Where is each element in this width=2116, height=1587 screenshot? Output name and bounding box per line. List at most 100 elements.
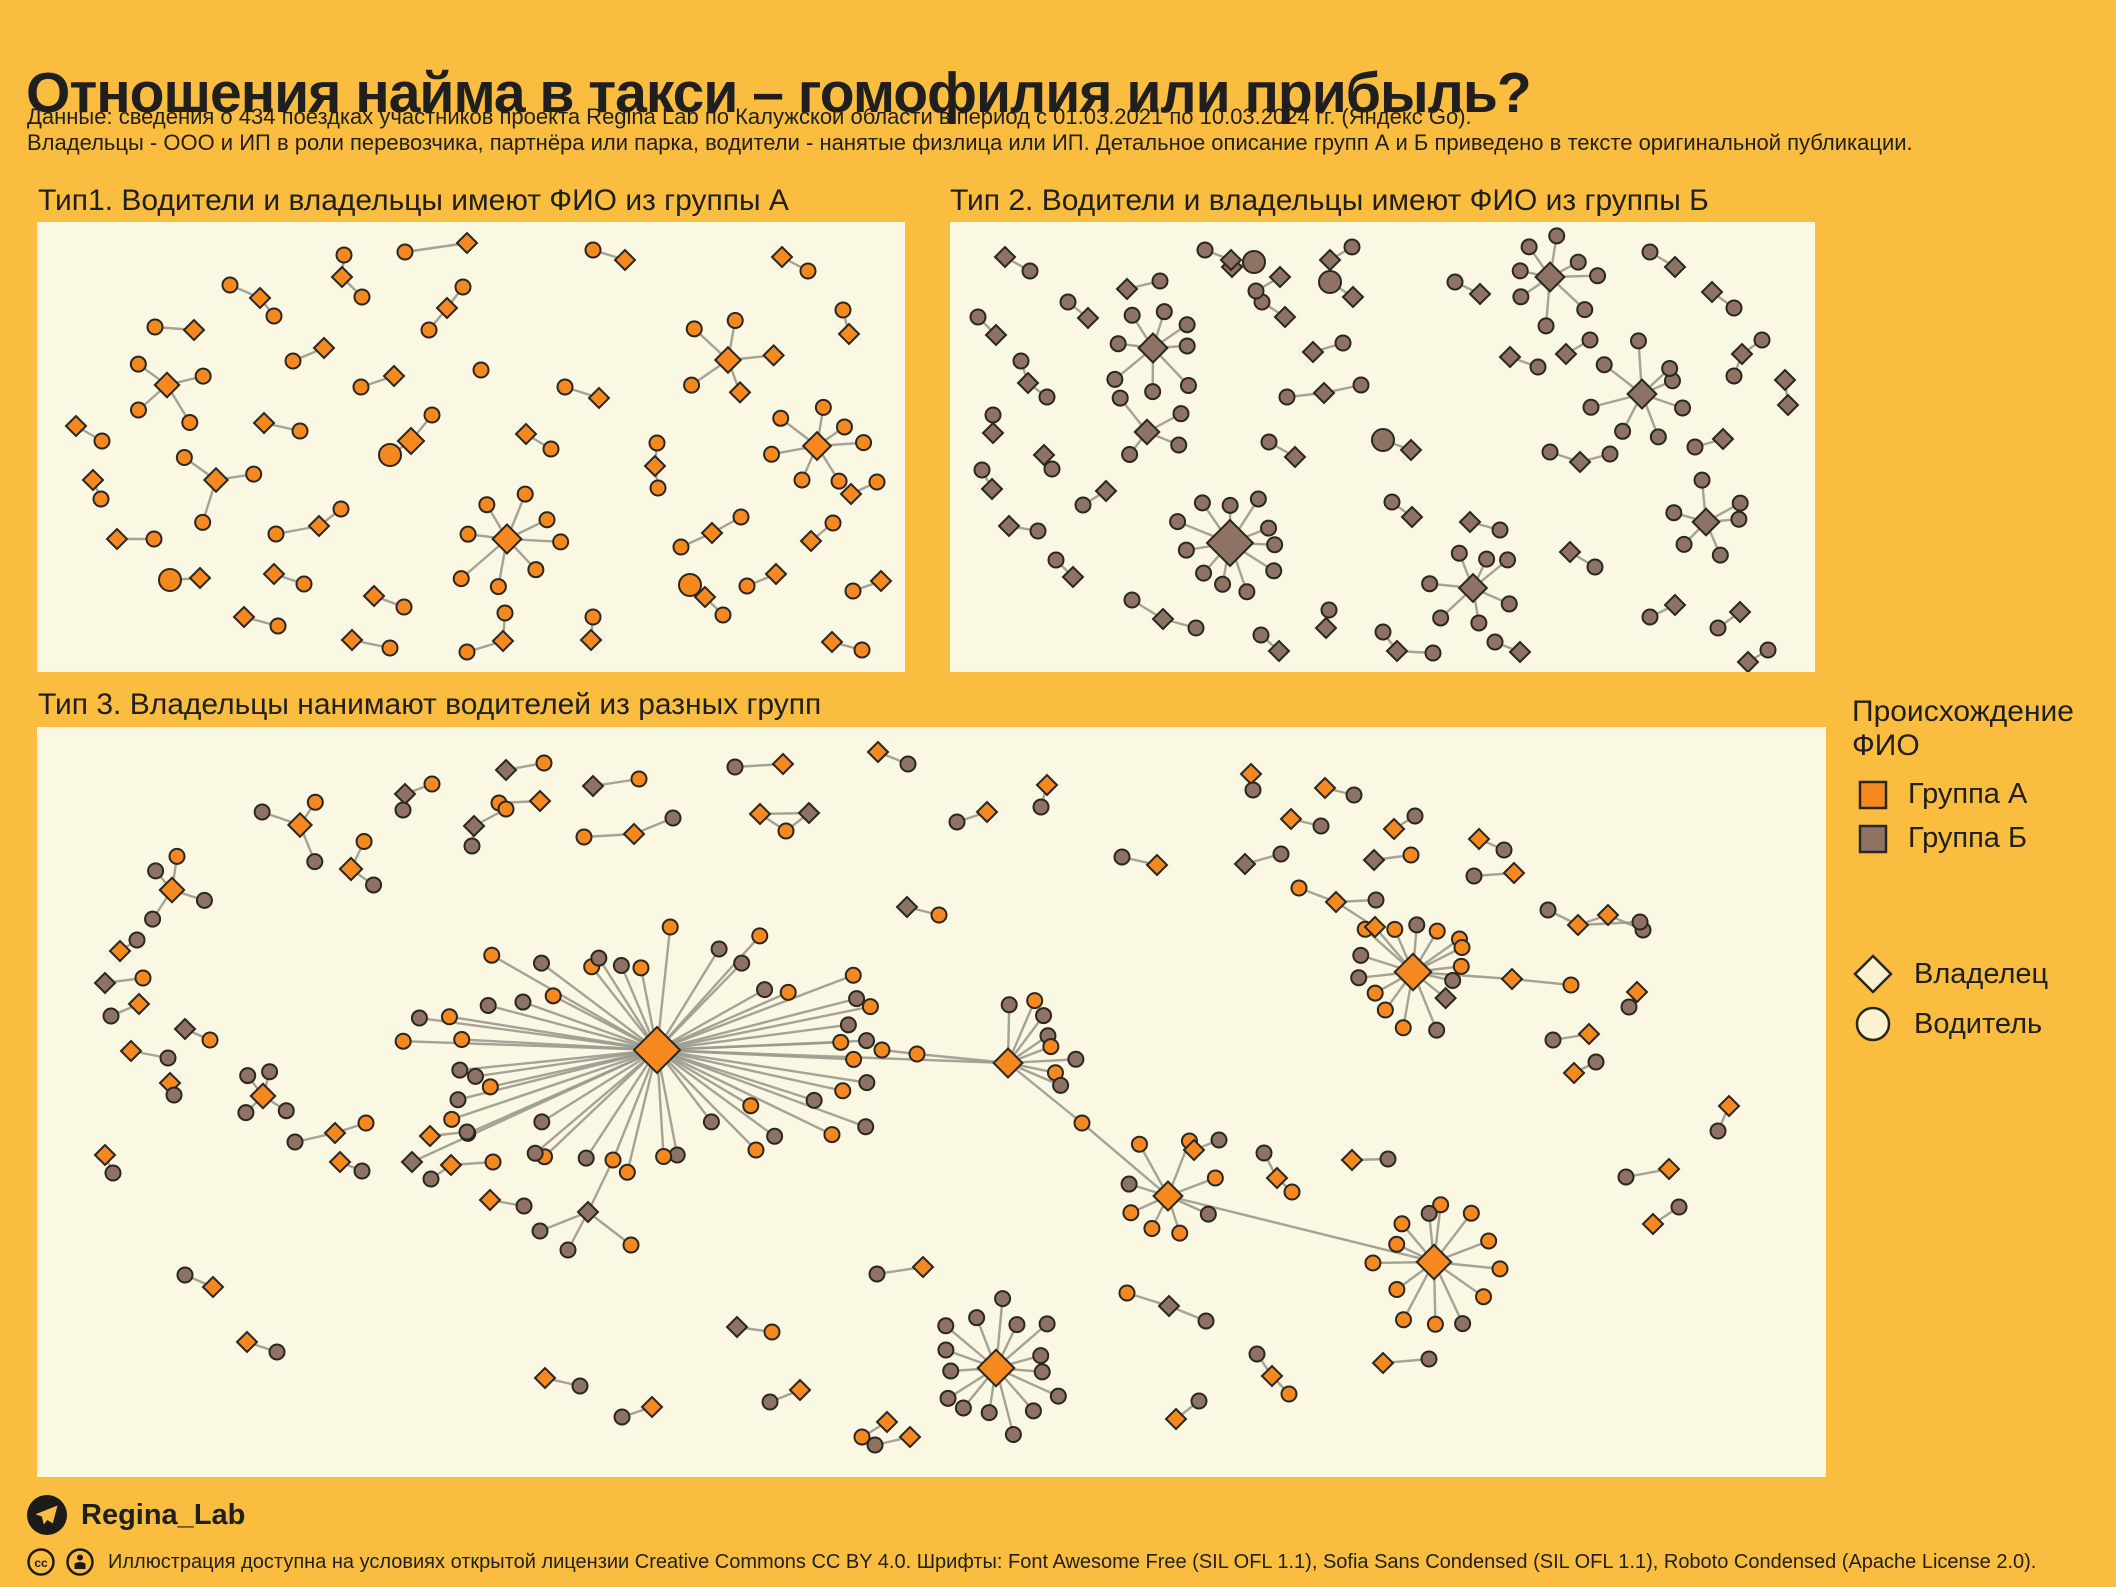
driver-node [1193,494,1211,512]
driver-node [1074,496,1092,514]
driver-node [542,440,560,458]
network-edge [626,1049,659,1173]
driver-node [245,465,263,483]
owner-node [1314,616,1338,640]
driver-node [702,1113,720,1131]
network-edge [459,1048,658,1072]
license-text: Иллюстрация доступна на условиях открыто… [108,1550,2037,1573]
driver-node [845,1050,863,1068]
driver-node [479,996,497,1014]
driver-node [538,511,556,529]
driver-node [559,1241,577,1259]
driver-node [1486,633,1504,651]
owner-node [491,629,515,653]
driver-node [1121,445,1139,463]
driver-node [515,1197,533,1215]
driver-node [969,308,987,326]
driver-node [1731,494,1749,512]
driver-node [1248,1345,1266,1363]
driver-node [1670,1198,1688,1216]
driver-node [1266,536,1284,554]
network-edge [655,948,721,1051]
driver-node [648,434,666,452]
network-edge [449,1015,658,1052]
driver-node [1272,845,1290,863]
network-edge [1007,1062,1083,1124]
owner-node [323,1121,347,1145]
driver-node [239,1067,257,1085]
owner-node [1151,607,1175,631]
driver-node [1500,595,1518,613]
driver-node [1177,541,1195,559]
owner-node [232,605,256,629]
driver-node [552,533,570,551]
owner-node [875,1410,899,1434]
owner-node [1728,600,1752,624]
driver-node [365,876,383,894]
owner-node [839,482,863,506]
driver-node [805,1091,823,1109]
driver-node [394,1032,412,1050]
owner-node [1035,773,1059,797]
owner-node [1152,1180,1184,1212]
driver-node [1371,428,1395,452]
driver-node [1499,551,1517,569]
driver-node [449,1091,467,1109]
network-edge [656,1049,776,1138]
owner-node [262,562,286,586]
driver-node [1491,521,1509,539]
owner-node [1458,510,1482,534]
driver-node [1026,992,1044,1010]
owner-node [820,630,844,654]
driver-node [194,513,212,531]
driver-node [661,918,679,936]
network-edge [475,1048,658,1078]
driver-node [1067,1050,1085,1068]
network-edge [411,1048,658,1164]
owner-node [248,286,272,310]
driver-node [763,1323,781,1341]
driver-node [994,1290,1012,1308]
owner-node [1115,277,1139,301]
driver-node [839,1016,857,1034]
owner-node [1641,1212,1665,1236]
owner-node [1133,418,1161,446]
driver-node [1601,445,1619,463]
legend-label-driver: Водитель [1914,1007,2043,1040]
owner-node [771,752,795,776]
driver-node [1178,337,1196,355]
driver-node [1038,388,1056,406]
driver-node [1172,405,1190,423]
driver-node [1118,1284,1136,1302]
owner-node [307,514,331,538]
driver-node [1537,317,1555,335]
driver-node [1470,614,1488,632]
driver-node [1376,1001,1394,1019]
legend-item-group-a: Группа А [1858,778,2027,811]
driver-node [1709,619,1727,637]
owner-node [435,296,459,320]
owner-node [202,466,230,494]
driver-node [378,443,402,467]
driver-node [129,401,147,419]
owner-node [1157,1294,1181,1318]
footer-brand[interactable]: Regina_Lab [26,1494,245,1536]
subtitle-definitions: Владельцы - ООО и ИП в роли перевозчика,… [27,130,1913,155]
driver-node [423,775,441,793]
driver-node [1649,428,1667,446]
driver-node [937,1317,955,1335]
network-edge [656,1048,867,1128]
driver-node [145,530,163,548]
driver-node [1511,262,1529,280]
driver-node [1320,601,1338,619]
owner-node [1467,827,1491,851]
driver-node [535,754,553,772]
driver-node [1052,1076,1070,1094]
owner-node [1279,807,1303,831]
driver-node [291,422,309,440]
owner-node [1267,639,1291,663]
driver-node [1343,238,1361,256]
driver-node [858,1074,876,1092]
driver-node [175,448,193,466]
owner-node [1400,505,1424,529]
